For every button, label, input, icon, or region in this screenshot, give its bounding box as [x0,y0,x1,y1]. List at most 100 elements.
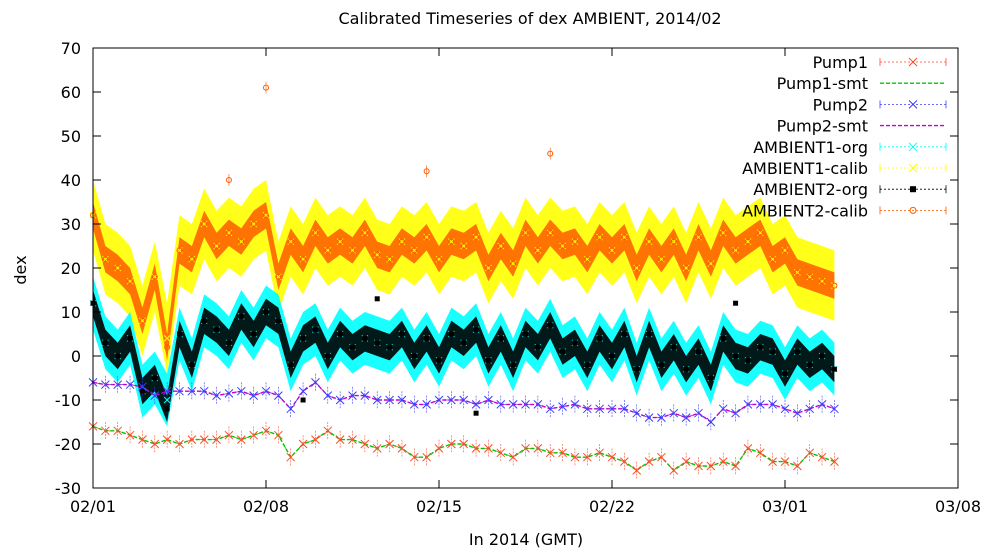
point-ambient2-calib [436,256,442,263]
point-pump1 [101,426,110,436]
point-pump1 [422,452,431,462]
x-axis-ticks: 02/01 02/08 02/15 02/22 03/01 03/08 [70,48,981,516]
point-pump2 [409,400,419,409]
point-ambient2-calib [547,229,554,236]
point-ambient2-org [671,344,677,350]
point-ambient2-calib [782,247,788,254]
point-ambient2-calib [102,256,109,263]
point-ambient1-org [163,396,171,404]
outlier-point [547,150,554,157]
point-pump2 [224,389,234,398]
point-pump2 [731,408,740,418]
point-pump1 [755,448,765,458]
point-pump1 [286,452,296,462]
point-ambient2-calib [497,243,504,249]
y-axis-ticks: -30 -20 -10 0 10 20 30 40 50 60 70 [55,39,958,498]
point-pump2 [113,380,123,389]
point-pump2 [620,404,629,414]
point-pump2 [694,408,703,418]
point-ambient2-calib [670,238,677,245]
point-ambient2-org [696,349,701,355]
legend-label-pump1: Pump1 [813,53,868,72]
point-pump2 [261,386,271,396]
point-ambient2-org [597,335,603,341]
point-ambient2-calib [188,256,195,263]
point-ambient2-calib [114,265,121,271]
point-pump1 [669,466,679,475]
point-pump1 [830,457,839,466]
outlier-point [733,300,739,306]
point-pump1 [595,448,604,458]
point-ambient2-calib [510,260,517,267]
point-pump1 [261,426,271,436]
point-ambient2-calib [151,273,158,280]
point-ambient2-org [498,335,504,341]
point-ambient2-org [683,366,689,372]
point-ambient2-calib [238,238,245,245]
point-ambient2-calib [337,238,344,245]
point-ambient2-calib [127,278,134,285]
point-pump1 [113,426,123,436]
point-pump1 [175,439,184,449]
point-pump2 [360,391,370,400]
point-ambient2-org [374,340,380,346]
point-pump2 [484,395,493,405]
point-pump1 [360,439,370,449]
legend-label-ambient2-org: AMBIENT2-org [753,180,868,199]
point-ambient2-org [263,309,269,315]
point-pump2 [570,400,580,409]
x-tick-label: 02/08 [243,497,289,516]
point-pump2 [249,391,258,400]
point-ambient2-org [411,353,417,359]
point-pump2 [187,386,197,396]
point-pump2 [162,386,172,396]
point-ambient2-calib [225,229,232,236]
point-pump1 [681,457,691,466]
point-pump1 [434,444,444,453]
point-pump1 [694,461,703,471]
point-ambient2-org [535,344,541,350]
point-pump2 [496,400,506,409]
point-ambient2-calib [794,269,801,276]
point-pump2 [447,395,456,405]
point-ambient2-org [584,362,590,368]
point-pump1 [385,439,394,449]
point-ambient2-org [485,357,491,363]
point-pump2 [434,395,444,405]
point-ambient2-org [102,340,108,346]
point-ambient2-calib [633,265,640,271]
point-ambient2-org [251,331,257,337]
point-pump1 [743,444,753,453]
legend-swatch-pump2 [908,100,918,109]
point-ambient2-org [770,349,776,355]
point-pump2 [101,380,110,389]
point-pump1 [484,444,493,453]
point-ambient2-calib [732,247,739,254]
point-pump2 [138,382,147,392]
legend-label-pump2-smt: Pump2-smt [777,117,868,136]
legend-swatch-pump1 [908,57,918,67]
point-ambient2-calib [806,273,813,280]
outlier-point [473,410,479,416]
point-pump1 [607,452,617,462]
point-pump1 [632,466,642,475]
point-pump1 [768,457,777,466]
point-ambient2-org [399,331,405,337]
point-pump1 [558,448,567,458]
point-ambient2-calib [683,265,690,271]
point-pump2 [706,417,716,427]
point-pump2 [397,395,407,405]
point-ambient2-org [733,353,739,359]
legend-swatch-ambient2-org [910,186,916,193]
point-pump2 [595,404,604,414]
point-ambient2-calib [275,273,282,280]
point-pump2 [286,404,296,414]
point-ambient2-calib [720,229,727,236]
y-tick-label: 20 [61,259,81,278]
point-pump2 [508,400,518,409]
point-ambient2-calib [658,256,665,263]
point-ambient2-calib [819,278,826,285]
point-pump2 [830,404,839,414]
point-pump1 [706,461,716,471]
point-ambient2-calib [349,247,356,254]
